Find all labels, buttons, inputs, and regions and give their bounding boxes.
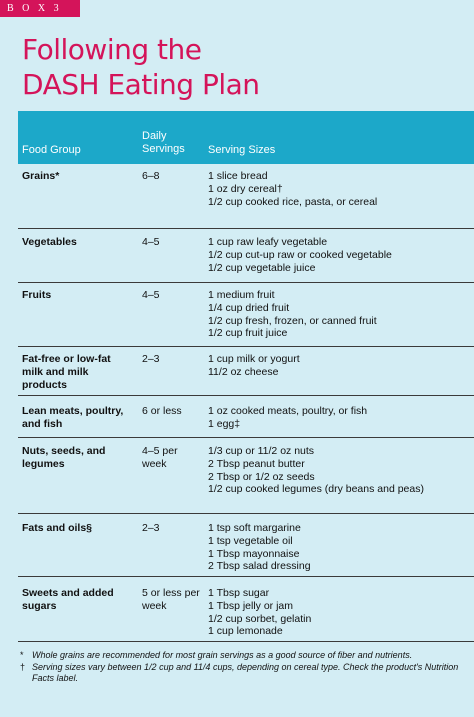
serving-size-item: 1/2 cup vegetable juice <box>208 261 316 274</box>
food-group-cell: Fats and oils§ <box>22 522 93 534</box>
serving-size-item: 1/2 cup cut-up raw or cooked vegetable <box>208 248 392 261</box>
serving-size-item: 1 Tbsp sugar <box>208 587 270 599</box>
title-line-2: DASH Eating Plan <box>22 68 260 101</box>
food-group-cell: Fat-free or low-fat milk and milk produc… <box>22 353 111 391</box>
servings-cell: 2–3 <box>142 522 160 534</box>
food-group-cell: Grains* <box>22 170 60 182</box>
footnote-text: Serving sizes vary between 1/2 cup and 1… <box>32 661 459 684</box>
column-header-food-group: Food Group <box>22 144 81 156</box>
serving-sizes-cell: 1 cup raw leafy vegetable 1/2 cup cut-up… <box>208 236 470 274</box>
table-row: Fruits 4–5 1 medium fruit 1/4 cup dried … <box>18 289 474 347</box>
serving-size-item: 1/2 cup cooked rice, pasta, or cereal <box>208 195 378 208</box>
serving-sizes-cell: 1/3 cup or 11/2 oz nuts 2 Tbsp peanut bu… <box>208 445 470 496</box>
table-row: Grains* 6–8 1 slice bread 1 oz dry cerea… <box>18 170 474 229</box>
serving-sizes-cell: 1 tsp soft margarine 1 tsp vegetable oil… <box>208 522 470 573</box>
food-group-cell: Vegetables <box>22 236 77 248</box>
column-header-daily-servings: Daily Servings <box>142 130 185 156</box>
servings-cell: 6 or less <box>142 405 182 417</box>
food-group-cell: Nuts, seeds, and legumes <box>22 445 106 470</box>
column-header-serving-sizes: Serving Sizes <box>208 144 276 156</box>
table-row: Nuts, seeds, and legumes 4–5 per week 1/… <box>18 445 474 514</box>
serving-size-item: 2 Tbsp peanut butter <box>208 457 305 470</box>
footnote: † Serving sizes vary between 1/2 cup and… <box>18 662 474 685</box>
table-row: Vegetables 4–5 1 cup raw leafy vegetable… <box>18 236 474 283</box>
serving-size-item: 1/2 cup sorbet, gelatin <box>208 612 312 625</box>
daily-label-line-2: Servings <box>142 143 185 155</box>
serving-size-item: 2 Tbsp salad dressing <box>208 560 311 573</box>
table-row: Lean meats, poultry, and fish 6 or less … <box>18 405 474 438</box>
serving-size-item: 1 cup milk or yogurt <box>208 353 300 365</box>
serving-size-item: 1/4 cup dried fruit <box>208 301 290 314</box>
footnote-text: Whole grains are recommended for most gr… <box>32 650 413 660</box>
food-group-cell: Sweets and added sugars <box>22 587 114 612</box>
serving-size-item: 1 cup lemonade <box>208 625 283 638</box>
servings-cell: 6–8 <box>142 170 160 182</box>
serving-size-item: 1/2 cup fresh, frozen, or canned fruit <box>208 314 377 327</box>
serving-sizes-cell: 1 oz cooked meats, poultry, or fish 1 eg… <box>208 405 470 431</box>
box-label: B O X 3 <box>0 0 80 17</box>
serving-size-item: 1 cup raw leafy vegetable <box>208 236 328 248</box>
title-line-1: Following the <box>22 33 202 66</box>
food-group-cell: Lean meats, poultry, and fish <box>22 405 124 430</box>
servings-cell: 2–3 <box>142 353 160 365</box>
serving-sizes-cell: 1 cup milk or yogurt 11/2 oz cheese <box>208 353 470 379</box>
footnotes: * Whole grains are recommended for most … <box>18 650 474 685</box>
serving-size-item: 1 tsp soft margarine <box>208 522 301 534</box>
table-row: Sweets and added sugars 5 or less per we… <box>18 587 474 642</box>
page-title: Following the DASH Eating Plan <box>22 32 260 102</box>
daily-label-line-1: Daily <box>142 130 167 142</box>
serving-size-item: 1 Tbsp jelly or jam <box>208 599 294 612</box>
table-row: Fats and oils§ 2–3 1 tsp soft margarine … <box>18 522 474 577</box>
footnote-mark: * <box>20 650 24 660</box>
serving-size-item: 1 egg‡ <box>208 417 241 430</box>
servings-cell: 4–5 <box>142 236 160 248</box>
serving-size-item: 1 medium fruit <box>208 289 275 301</box>
serving-size-item: 11/2 oz cheese <box>208 365 279 378</box>
serving-sizes-cell: 1 slice bread 1 oz dry cereal† 1/2 cup c… <box>208 170 470 208</box>
serving-size-item: 1 slice bread <box>208 170 268 182</box>
table-header: Food Group Daily Servings Serving Sizes <box>18 111 474 164</box>
serving-size-item: 1/2 cup fruit juice <box>208 327 288 340</box>
serving-size-item: 2 Tbsp or 1/2 oz seeds <box>208 470 315 483</box>
serving-size-item: 1 tsp vegetable oil <box>208 534 293 547</box>
serving-sizes-cell: 1 Tbsp sugar 1 Tbsp jelly or jam 1/2 cup… <box>208 587 470 638</box>
serving-size-item: 1 oz dry cereal† <box>208 182 283 195</box>
servings-cell: 5 or less per week <box>142 587 200 612</box>
serving-size-item: 1 Tbsp mayonnaise <box>208 547 300 560</box>
footnote: * Whole grains are recommended for most … <box>18 650 474 662</box>
footnote-mark: † <box>20 661 26 672</box>
servings-cell: 4–5 <box>142 289 160 301</box>
serving-size-item: 1/2 cup cooked legumes (dry beans and pe… <box>208 483 424 496</box>
table-row: Fat-free or low-fat milk and milk produc… <box>18 353 474 396</box>
food-group-cell: Fruits <box>22 289 52 301</box>
serving-sizes-cell: 1 medium fruit 1/4 cup dried fruit 1/2 c… <box>208 289 470 340</box>
servings-cell: 4–5 per week <box>142 445 178 470</box>
serving-size-item: 1 oz cooked meats, poultry, or fish <box>208 405 368 417</box>
serving-size-item: 1/3 cup or 11/2 oz nuts <box>208 445 315 457</box>
